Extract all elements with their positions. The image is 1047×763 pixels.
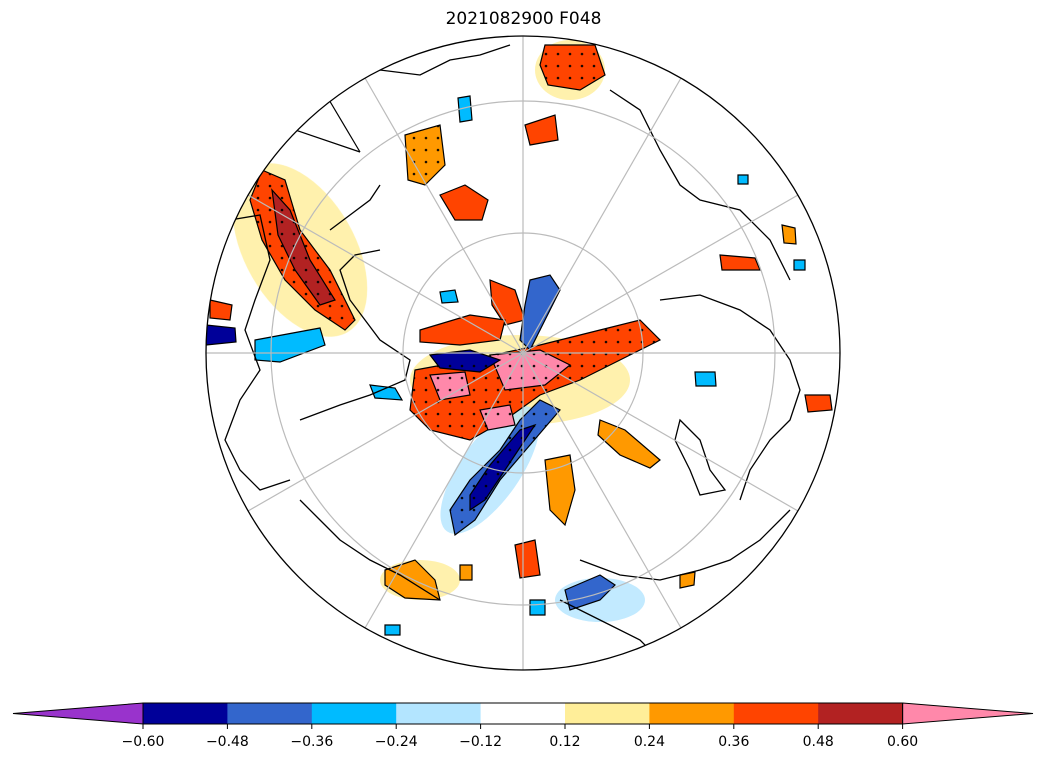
colorbar-tick-label: −0.12: [459, 734, 502, 750]
colorbar-tick-label: 0.36: [718, 734, 749, 750]
colorbar-tick-label: 0.60: [887, 734, 918, 750]
colorbar-segment: [565, 703, 650, 724]
colorbar-outline: [142, 702, 904, 725]
colorbar-segment: [733, 703, 819, 724]
colorbar-segment: [143, 703, 228, 724]
colorbar-extend-min: [12, 702, 144, 725]
colorbar-segment: [818, 703, 904, 724]
colorbar-tick-label: −0.60: [122, 734, 165, 750]
colorbar-segment: [227, 703, 313, 724]
colorbar-segment: [480, 703, 566, 724]
colorbar-tick-label: −0.48: [206, 734, 249, 750]
colorbar-segment: [396, 703, 482, 724]
stippling: [250, 45, 660, 535]
colorbar-tick-label: 0.24: [634, 734, 665, 750]
colorbar-extend-max: [902, 702, 1034, 725]
colorbar-segment: [649, 703, 735, 724]
graticule: [206, 36, 840, 670]
polar-map: [205, 35, 841, 671]
map-boundary: [205, 35, 841, 671]
colorbar-tick-label: 0.12: [549, 734, 580, 750]
colorbar-tick-label: 0.48: [803, 734, 834, 750]
map-title: 2021082900 F048: [445, 9, 602, 29]
colorbar-tick-label: −0.24: [375, 734, 418, 750]
colorbar-tick-label: −0.36: [290, 734, 333, 750]
colorbar-segment: [311, 703, 397, 724]
